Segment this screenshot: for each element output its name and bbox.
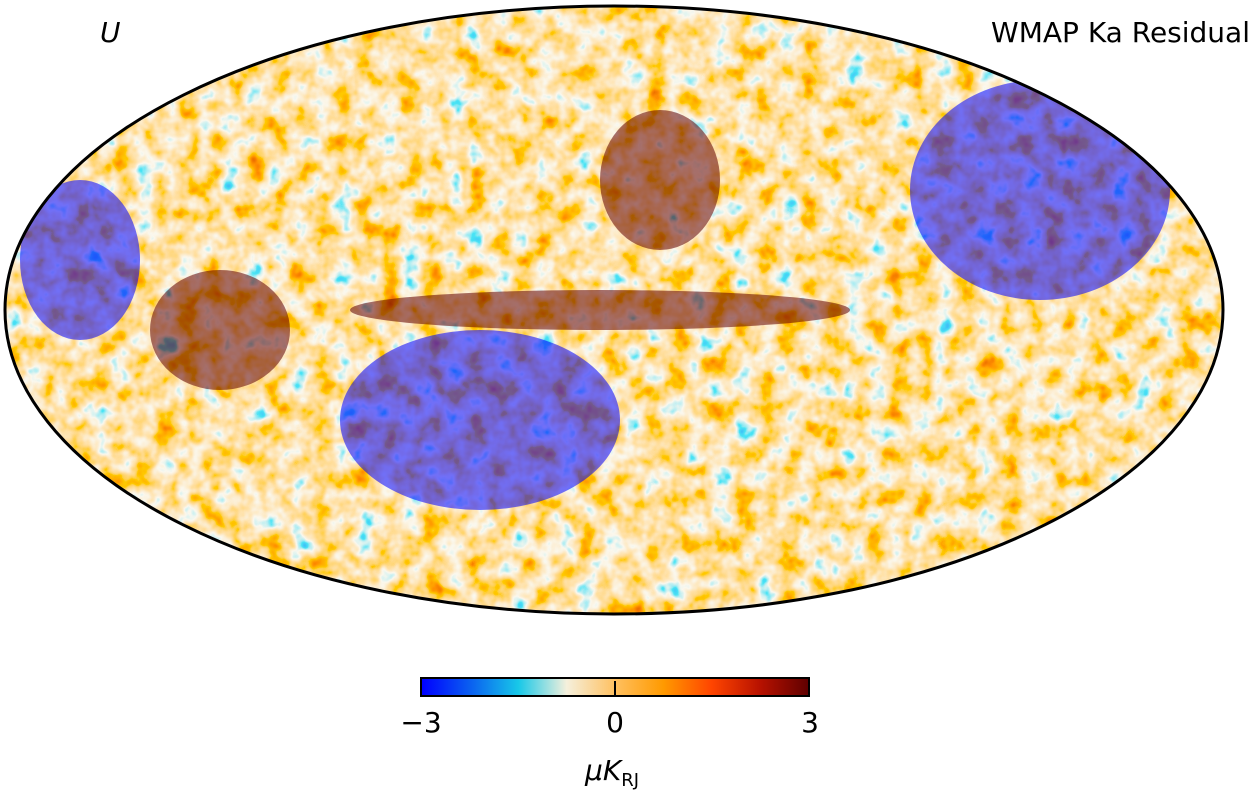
colorbar-mid-label: 0	[606, 706, 624, 739]
map-boundary	[3, 4, 1225, 616]
residual-field	[5, 6, 1223, 614]
unit-subscript: RJ	[621, 770, 640, 791]
colorbar	[420, 677, 810, 697]
stokes-parameter-label: U	[100, 16, 121, 49]
unit-main: μK	[585, 754, 622, 787]
sky-map	[3, 4, 1225, 616]
colorbar-zero-tick	[614, 681, 616, 695]
colorbar-max-label: 3	[801, 706, 819, 739]
colorbar-unit-label: μKRJ	[585, 754, 639, 791]
map-title: WMAP Ka Residual	[991, 16, 1250, 49]
colorbar-min-label: −3	[400, 706, 442, 739]
